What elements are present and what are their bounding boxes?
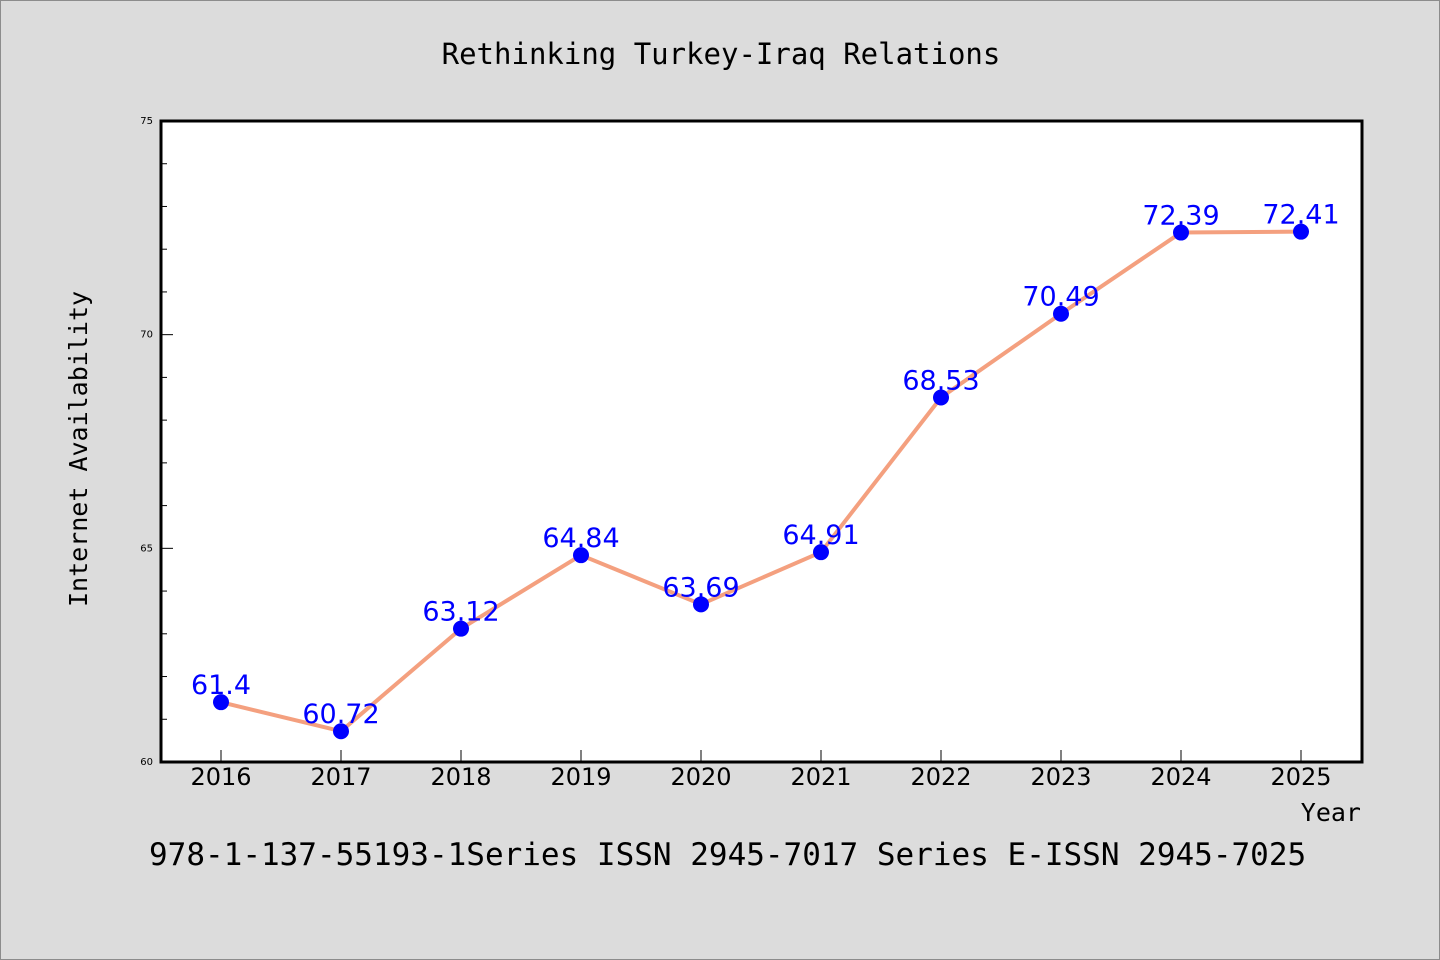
x-axis-label: Year: [1301, 798, 1361, 827]
data-point: [1293, 223, 1309, 240]
data-point: [453, 620, 469, 637]
data-point: [573, 547, 589, 564]
y-tick-label: 60: [140, 757, 153, 768]
data-label: 72.39: [1142, 201, 1219, 232]
data-label: 72.41: [1262, 200, 1339, 231]
y-tick-label: 70: [140, 330, 153, 341]
data-point: [213, 694, 229, 711]
data-label: 61.4: [191, 670, 251, 701]
x-tick-label: 2025: [1270, 763, 1331, 791]
data-point: [693, 596, 709, 613]
data-label: 68.53: [902, 365, 979, 396]
data-point: [933, 389, 949, 406]
data-label: 63.12: [422, 597, 499, 628]
x-tick-label: 2020: [670, 763, 731, 791]
x-tick-label: 2016: [190, 763, 251, 791]
x-tick-label: 2018: [430, 763, 491, 791]
data-label: 64.91: [782, 520, 859, 551]
plot-area: [159, 119, 1364, 764]
x-tick-label: 2023: [1030, 763, 1091, 791]
data-label: 70.49: [1022, 282, 1099, 313]
y-tick-label: 75: [140, 116, 153, 127]
x-tick-label: 2022: [910, 763, 971, 791]
footer-text: 978-1-137-55193-1Series ISSN 2945-7017 S…: [149, 837, 1306, 873]
data-label: 63.69: [662, 572, 739, 603]
x-tick-label: 2017: [310, 763, 371, 791]
data-point: [333, 723, 349, 740]
data-label: 60.72: [302, 699, 379, 730]
series-group: 61.4 60.72 63.12 64.84 63.69 64.91 68.53 70.49 7…: [191, 200, 1340, 740]
chart-title: Rethinking Turkey-Iraq Relations: [442, 37, 1001, 71]
data-point: [1173, 224, 1189, 241]
x-tick-label: 2019: [550, 763, 611, 791]
y-tick-label: 65: [140, 543, 153, 554]
data-label: 64.84: [542, 523, 619, 554]
x-axis: 2016 2017 2018 2019 2020 2021 2022 2023 2024 2025: [190, 750, 1332, 791]
y-axis: 60 65 70 75: [140, 116, 173, 768]
data-point: [1053, 305, 1069, 322]
data-point: [813, 544, 829, 561]
series-line: [219, 229, 1303, 734]
x-tick-label: 2024: [1150, 763, 1211, 791]
x-tick-label: 2021: [790, 763, 851, 791]
y-axis-label: Internet Availability: [64, 291, 93, 607]
